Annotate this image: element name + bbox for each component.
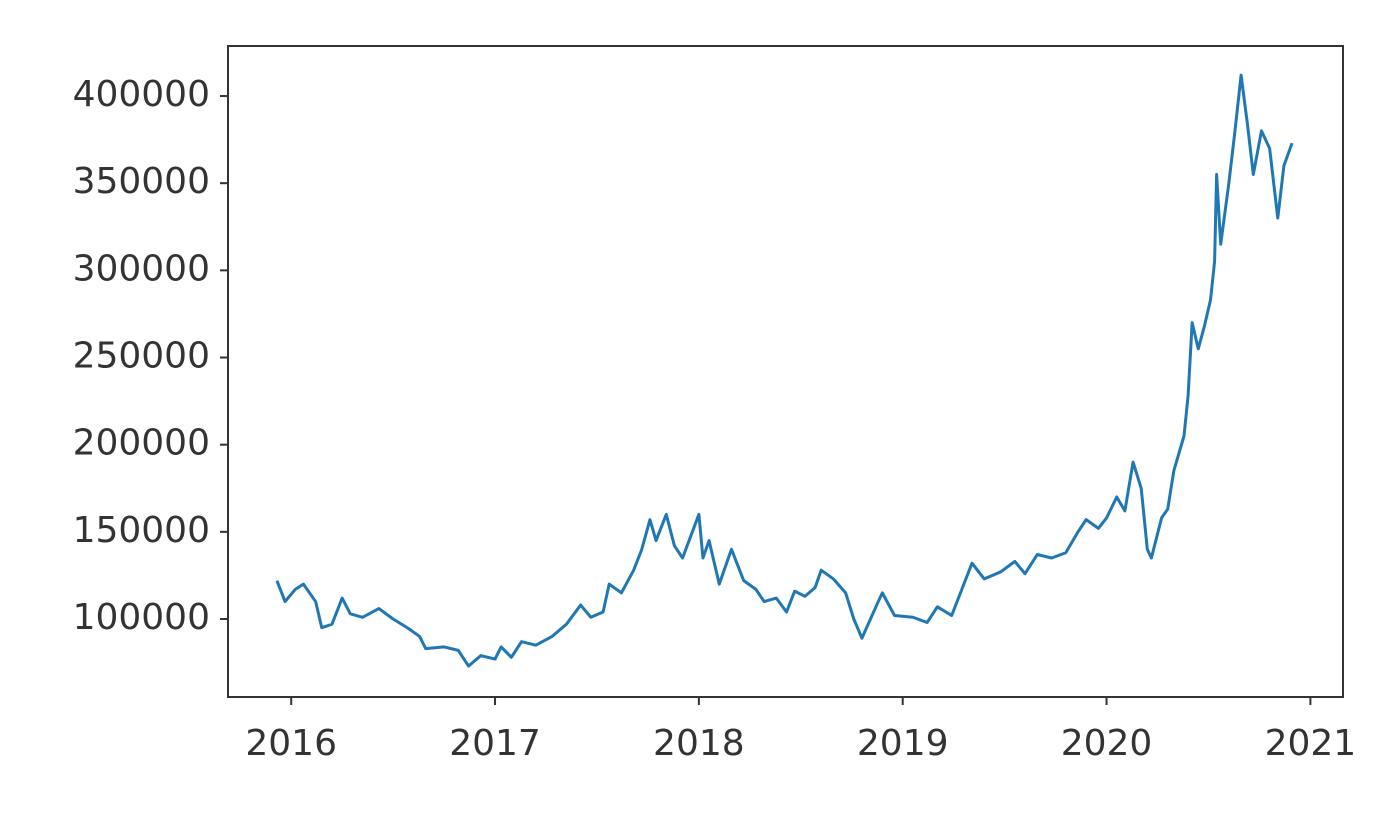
y-tick-label: 300000 <box>73 248 210 289</box>
y-tick-label: 250000 <box>73 336 210 377</box>
y-tick-label: 200000 <box>73 423 210 464</box>
x-tick-label: 2019 <box>857 723 949 764</box>
x-tick-label: 2021 <box>1265 723 1357 764</box>
y-tick-label: 100000 <box>73 597 210 638</box>
line <box>275 73 1294 668</box>
y-tick-label: 350000 <box>73 161 210 202</box>
x-tick-label: 2020 <box>1061 723 1153 764</box>
y-tick-label: 400000 <box>73 74 210 115</box>
x-tick-label: 2017 <box>449 723 541 764</box>
y-tick-label: 150000 <box>73 510 210 551</box>
x-tick-label: 2016 <box>245 723 337 764</box>
plot-frame <box>227 45 1344 698</box>
x-tick-label: 2018 <box>653 723 745 764</box>
